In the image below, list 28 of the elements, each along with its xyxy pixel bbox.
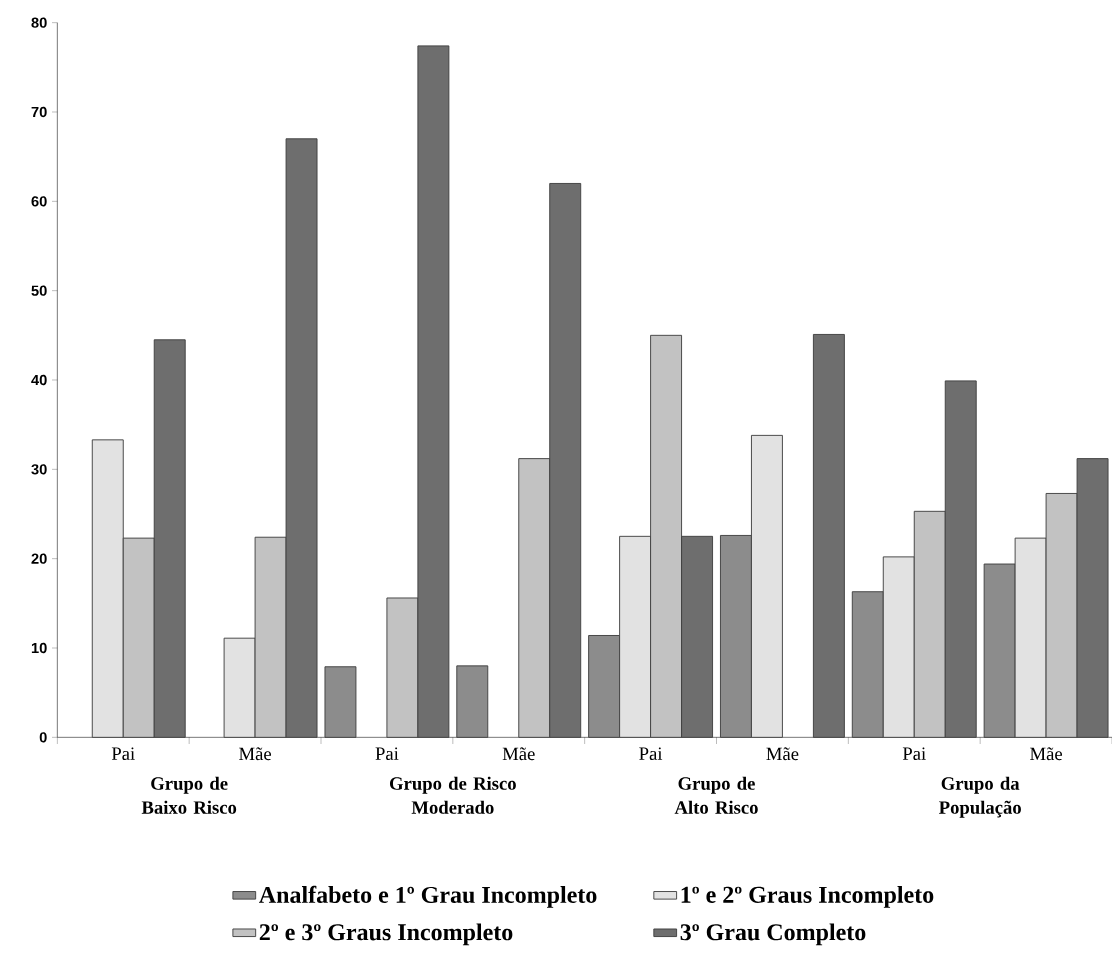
bar: [324, 666, 357, 738]
y-tick-label: 30: [31, 464, 47, 475]
y-tick-label: 10: [31, 642, 47, 654]
y-tick-label: 60: [31, 196, 47, 207]
x-tick-label: Pai: [111, 747, 135, 761]
x-tick-label: Pai: [902, 747, 926, 761]
text: Grupo de Baixo Risco: [141, 776, 237, 815]
legend-label: 3º Grau Completo: [680, 923, 866, 946]
x-tick-label: Mãe: [1030, 747, 1063, 761]
y-tick-label: 50: [31, 285, 47, 297]
y-tick-label: 70: [31, 106, 47, 118]
text: Grupo de Alto Risco: [674, 776, 758, 815]
text: Grupo da População: [939, 776, 1021, 818]
text: Grupo de Risco Moderado: [389, 776, 516, 815]
legend-label: 1º e 2º Graus Incompleto: [681, 886, 934, 908]
y-tick-label: 0: [39, 732, 47, 743]
y-tick-label: 80: [31, 17, 47, 29]
legend-label: 2º e 3º Graus Incompleto: [259, 923, 513, 946]
x-tick-label: Pai: [639, 747, 663, 761]
x-tick-label: Pai: [375, 747, 399, 761]
bar: [456, 665, 489, 738]
bar: [812, 334, 845, 738]
legend-label: Analfabeto e 1º Grau Incompleto: [259, 886, 597, 909]
y-tick-label: 40: [31, 374, 47, 386]
y-tick-label: 20: [31, 553, 47, 565]
x-tick-label: Mãe: [766, 747, 799, 761]
x-tick-label: Mãe: [502, 747, 535, 761]
x-tick-label: Mãe: [239, 747, 272, 761]
